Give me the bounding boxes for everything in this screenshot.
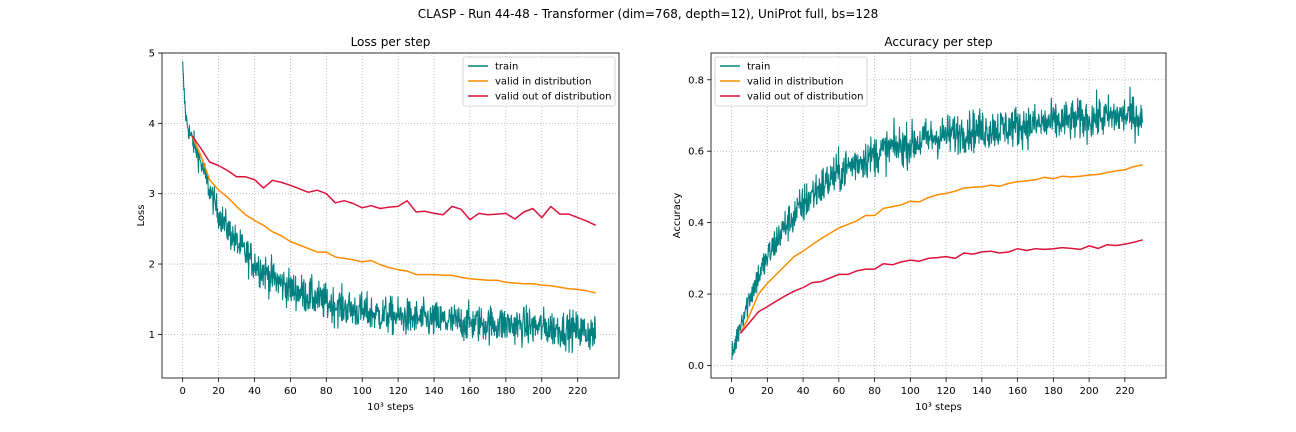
x-tick-label: 80 bbox=[868, 386, 881, 397]
y-tick-label: 1 bbox=[149, 330, 155, 341]
x-tick-label: 60 bbox=[832, 386, 845, 397]
legend-label: valid out of distribution bbox=[495, 92, 612, 103]
y-tick-label: 0.2 bbox=[688, 290, 704, 301]
x-tick-label: 40 bbox=[797, 386, 810, 397]
chart-panel-1: 0 20 40 60 80 100 120 140 160 180 200 220 0.0 0.2 0.4 0… bbox=[672, 35, 1167, 413]
y-tick-label: 2 bbox=[149, 260, 155, 271]
series-line-valid-out-of-distribution bbox=[739, 239, 1144, 334]
x-tick-label: 220 bbox=[1115, 386, 1134, 397]
x-tick-label: 20 bbox=[212, 386, 225, 397]
series-line-train bbox=[731, 86, 1144, 360]
series-line-valid-in-distribution bbox=[190, 134, 596, 294]
chart-panel-0: 0 20 40 60 80 100 120 140 160 180 200 220 1 2 3 4 5 Loss … bbox=[136, 35, 620, 413]
x-tick-label: 60 bbox=[284, 386, 297, 397]
x-tick-label: 200 bbox=[532, 386, 551, 397]
legend-label: valid in distribution bbox=[747, 77, 843, 88]
x-tick-label: 200 bbox=[1080, 386, 1099, 397]
x-tick-label: 140 bbox=[972, 386, 991, 397]
x-tick-label: 180 bbox=[1044, 386, 1063, 397]
chart-title: Loss per step bbox=[351, 35, 431, 49]
series-line-train bbox=[182, 61, 597, 354]
x-tick-label: 0 bbox=[728, 386, 734, 397]
plot-frame bbox=[710, 52, 1167, 379]
x-tick-label: 20 bbox=[761, 386, 774, 397]
y-axis-label: Loss bbox=[136, 205, 147, 227]
x-axis-label: 10³ steps bbox=[915, 402, 962, 413]
x-tick-label: 180 bbox=[496, 386, 515, 397]
legend-label: valid out of distribution bbox=[747, 92, 864, 103]
legend-label: valid in distribution bbox=[495, 77, 591, 88]
x-tick-label: 140 bbox=[424, 386, 443, 397]
x-tick-label: 80 bbox=[320, 386, 333, 397]
x-tick-label: 120 bbox=[937, 386, 956, 397]
x-axis-label: 10³ steps bbox=[367, 402, 414, 413]
y-tick-label: 0.8 bbox=[688, 75, 704, 86]
legend-label: train bbox=[495, 62, 518, 73]
x-tick-label: 220 bbox=[568, 386, 587, 397]
y-tick-label: 0.6 bbox=[688, 147, 704, 158]
series-line-valid-out-of-distribution bbox=[190, 134, 597, 226]
plot-frame bbox=[161, 52, 620, 379]
figure-title: CLASP - Run 44-48 - Transformer (dim=768… bbox=[417, 7, 879, 21]
x-tick-label: 0 bbox=[179, 386, 185, 397]
legend: train valid in distribution valid out of d… bbox=[714, 56, 868, 107]
y-axis-label: Accuracy bbox=[672, 193, 683, 239]
y-tick-label: 0.4 bbox=[688, 218, 704, 229]
x-tick-label: 100 bbox=[901, 386, 920, 397]
x-tick-label: 40 bbox=[248, 386, 261, 397]
y-tick-label: 3 bbox=[149, 189, 155, 200]
legend-label: train bbox=[747, 62, 770, 73]
x-tick-label: 100 bbox=[353, 386, 372, 397]
y-tick-label: 4 bbox=[149, 119, 155, 130]
x-tick-label: 160 bbox=[460, 386, 479, 397]
y-tick-label: 0.0 bbox=[688, 361, 704, 372]
chart-title: Accuracy per step bbox=[884, 35, 992, 49]
legend-box bbox=[462, 56, 616, 107]
x-tick-label: 120 bbox=[389, 386, 408, 397]
x-tick-label: 160 bbox=[1008, 386, 1027, 397]
y-tick-label: 5 bbox=[149, 49, 155, 60]
legend: train valid in distribution valid out of d… bbox=[462, 56, 616, 107]
series-line-valid-in-distribution bbox=[739, 164, 1143, 334]
legend-box bbox=[714, 56, 868, 107]
